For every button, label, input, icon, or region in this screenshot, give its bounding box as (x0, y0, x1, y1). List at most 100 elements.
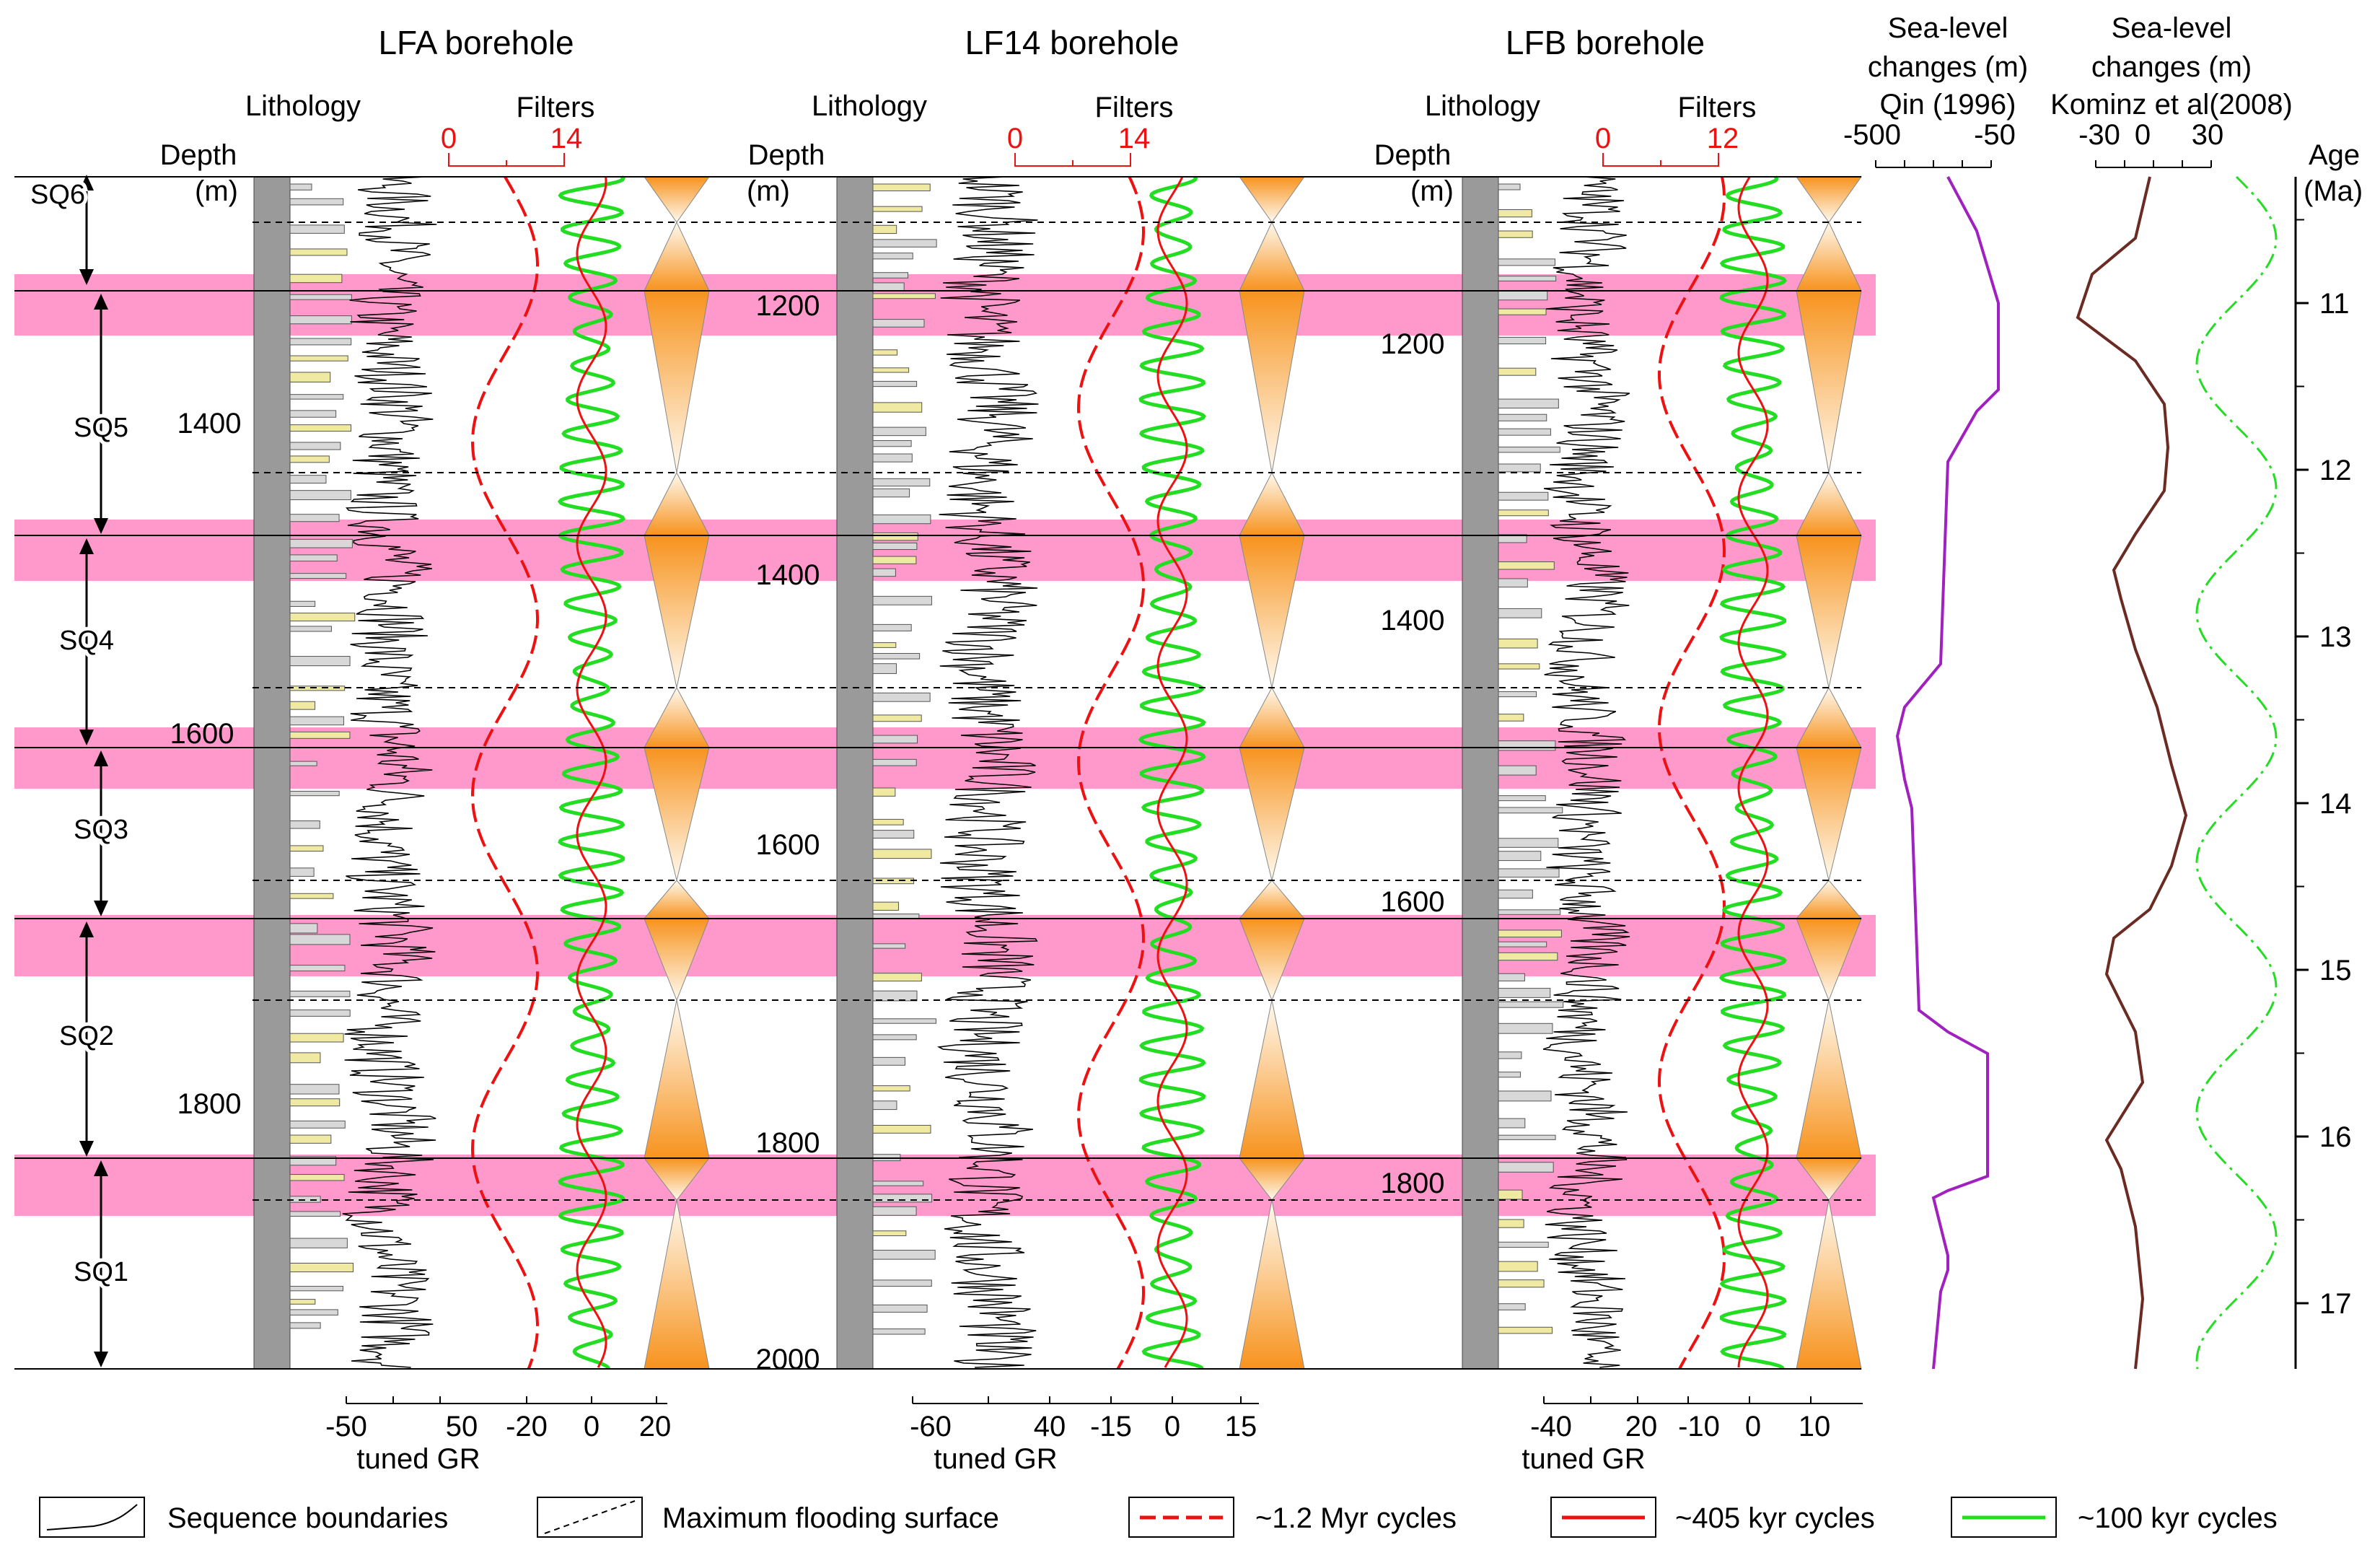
lithology-column (253, 176, 291, 1370)
lithology-bed (872, 1194, 933, 1203)
filter-tick: 15 (1225, 1411, 1257, 1442)
lithology-bed (289, 554, 338, 562)
lithology-bed (289, 183, 312, 191)
transgressive-trend (1239, 1199, 1305, 1370)
depth-label: Depth (748, 139, 825, 171)
lithology-bed (1498, 740, 1556, 751)
transgressive-trend (644, 1199, 710, 1370)
age-ticks: 11 12 13 14 15 16 17 (2296, 219, 2352, 1320)
lithology-column (836, 176, 874, 1370)
lithology-bed (289, 455, 330, 463)
gr-axis-label: tuned GR (1521, 1443, 1645, 1475)
lithology-bed (289, 1120, 346, 1129)
gr-tick: -40 (1530, 1411, 1572, 1442)
lithology-bed (289, 424, 352, 432)
filter-scale-min: 0 (1595, 123, 1611, 154)
lithology-bed (872, 901, 899, 911)
lithology-bed (289, 573, 347, 579)
lithology-bed (872, 367, 910, 373)
lithology-bed (872, 1018, 936, 1024)
lithology-bed (872, 349, 898, 356)
gr-tick: -60 (910, 1411, 952, 1442)
lithology-bed (289, 372, 331, 382)
sea-level-tick: -50 (1974, 119, 2016, 151)
lithology-bed (1498, 578, 1528, 588)
lithology-bed (289, 716, 344, 726)
transgressive-trend (1239, 686, 1305, 748)
lithology-bed (872, 818, 904, 826)
age-tick-label: 15 (2319, 955, 2352, 986)
lithology-bed (872, 1085, 910, 1092)
lithology-bed (872, 1181, 924, 1186)
lithology-bed (289, 820, 320, 829)
lithology-bed (1498, 1118, 1526, 1129)
lithology-bed (1498, 929, 1562, 938)
cycle-100kyr-curve (557, 175, 626, 1370)
lithology-bed (872, 735, 918, 744)
lithology-bed (1498, 838, 1559, 848)
lithology-bed (289, 1299, 316, 1305)
gr-tick: 40 (1034, 1411, 1066, 1442)
transgressive-trend (1795, 880, 1863, 919)
filters-label: Filters (1095, 92, 1174, 123)
depth-tick: 2000 (756, 1344, 820, 1375)
lithology-bed (289, 1211, 341, 1217)
lithology-column (1462, 176, 1499, 1370)
lithology-bed (1498, 290, 1548, 301)
transgressive-trend (1796, 686, 1862, 748)
lithology-bed (872, 380, 918, 388)
lithology-bed (1498, 1162, 1554, 1173)
filter-tick: 0 (1745, 1411, 1761, 1442)
lithology-bed (289, 965, 346, 972)
lithology-bed (872, 556, 917, 564)
filters-label: Filters (517, 92, 595, 123)
lithology-bed (289, 1196, 321, 1203)
gr-tick: -50 (325, 1411, 367, 1442)
depth-tick: 1600 (170, 718, 234, 750)
lithology-bed (1498, 807, 1563, 814)
lithology-bed (1498, 308, 1547, 315)
lithology-bed (1498, 988, 1551, 998)
sea-level-title: changes (m) (1868, 51, 2028, 83)
regressive-trend (1796, 290, 1862, 473)
filter-scale-min: 0 (441, 123, 457, 154)
regressive-trend (644, 290, 710, 473)
depth-tick: 1800 (177, 1088, 242, 1120)
transgressive-trend (1796, 221, 1862, 292)
lithology-bed (289, 1134, 332, 1144)
lithology-bed (289, 410, 337, 418)
borehole-title: LFB borehole (1506, 24, 1705, 61)
lithology-bed (1498, 952, 1558, 961)
lithology-bed (1498, 413, 1547, 421)
lithology-bed (872, 272, 909, 279)
lithology-bed (1498, 398, 1559, 409)
lithology-bed (1498, 1261, 1538, 1272)
lithology-bed (872, 568, 896, 577)
regressive-trend (1239, 747, 1305, 881)
lithology-bed (1498, 276, 1557, 281)
borehole-columns (253, 175, 1863, 1370)
lithology-bed (289, 701, 316, 710)
lithology-bed (289, 990, 351, 997)
sequence-boundaries (14, 176, 1861, 1370)
lithology-bed (289, 248, 348, 256)
lithology-bed (289, 315, 352, 325)
lithology-bed (872, 787, 896, 797)
lithology-bed (1498, 183, 1521, 191)
depth-tick: 1800 (1381, 1168, 1445, 1199)
filter-scale-max: 12 (1707, 123, 1739, 154)
sea-level-tick: 0 (2135, 119, 2151, 151)
sea-level-title: Kominz et al(2008) (2050, 89, 2293, 121)
lithology-bed (872, 652, 921, 660)
filter-tick: -20 (506, 1411, 548, 1442)
cycle-405kyr-curve (1156, 176, 1188, 1368)
lithology-bed (1498, 1090, 1552, 1102)
lithology-bed (872, 1279, 932, 1287)
transgressive-trend (1238, 880, 1306, 919)
transgressive-trend (644, 221, 710, 292)
lithology-bed (872, 1304, 928, 1313)
filter-scale-min: 0 (1007, 123, 1023, 154)
age-axis-label: Age (2309, 139, 2360, 171)
depth-tick: 1600 (756, 829, 820, 861)
lithology-bed (1498, 1303, 1526, 1310)
